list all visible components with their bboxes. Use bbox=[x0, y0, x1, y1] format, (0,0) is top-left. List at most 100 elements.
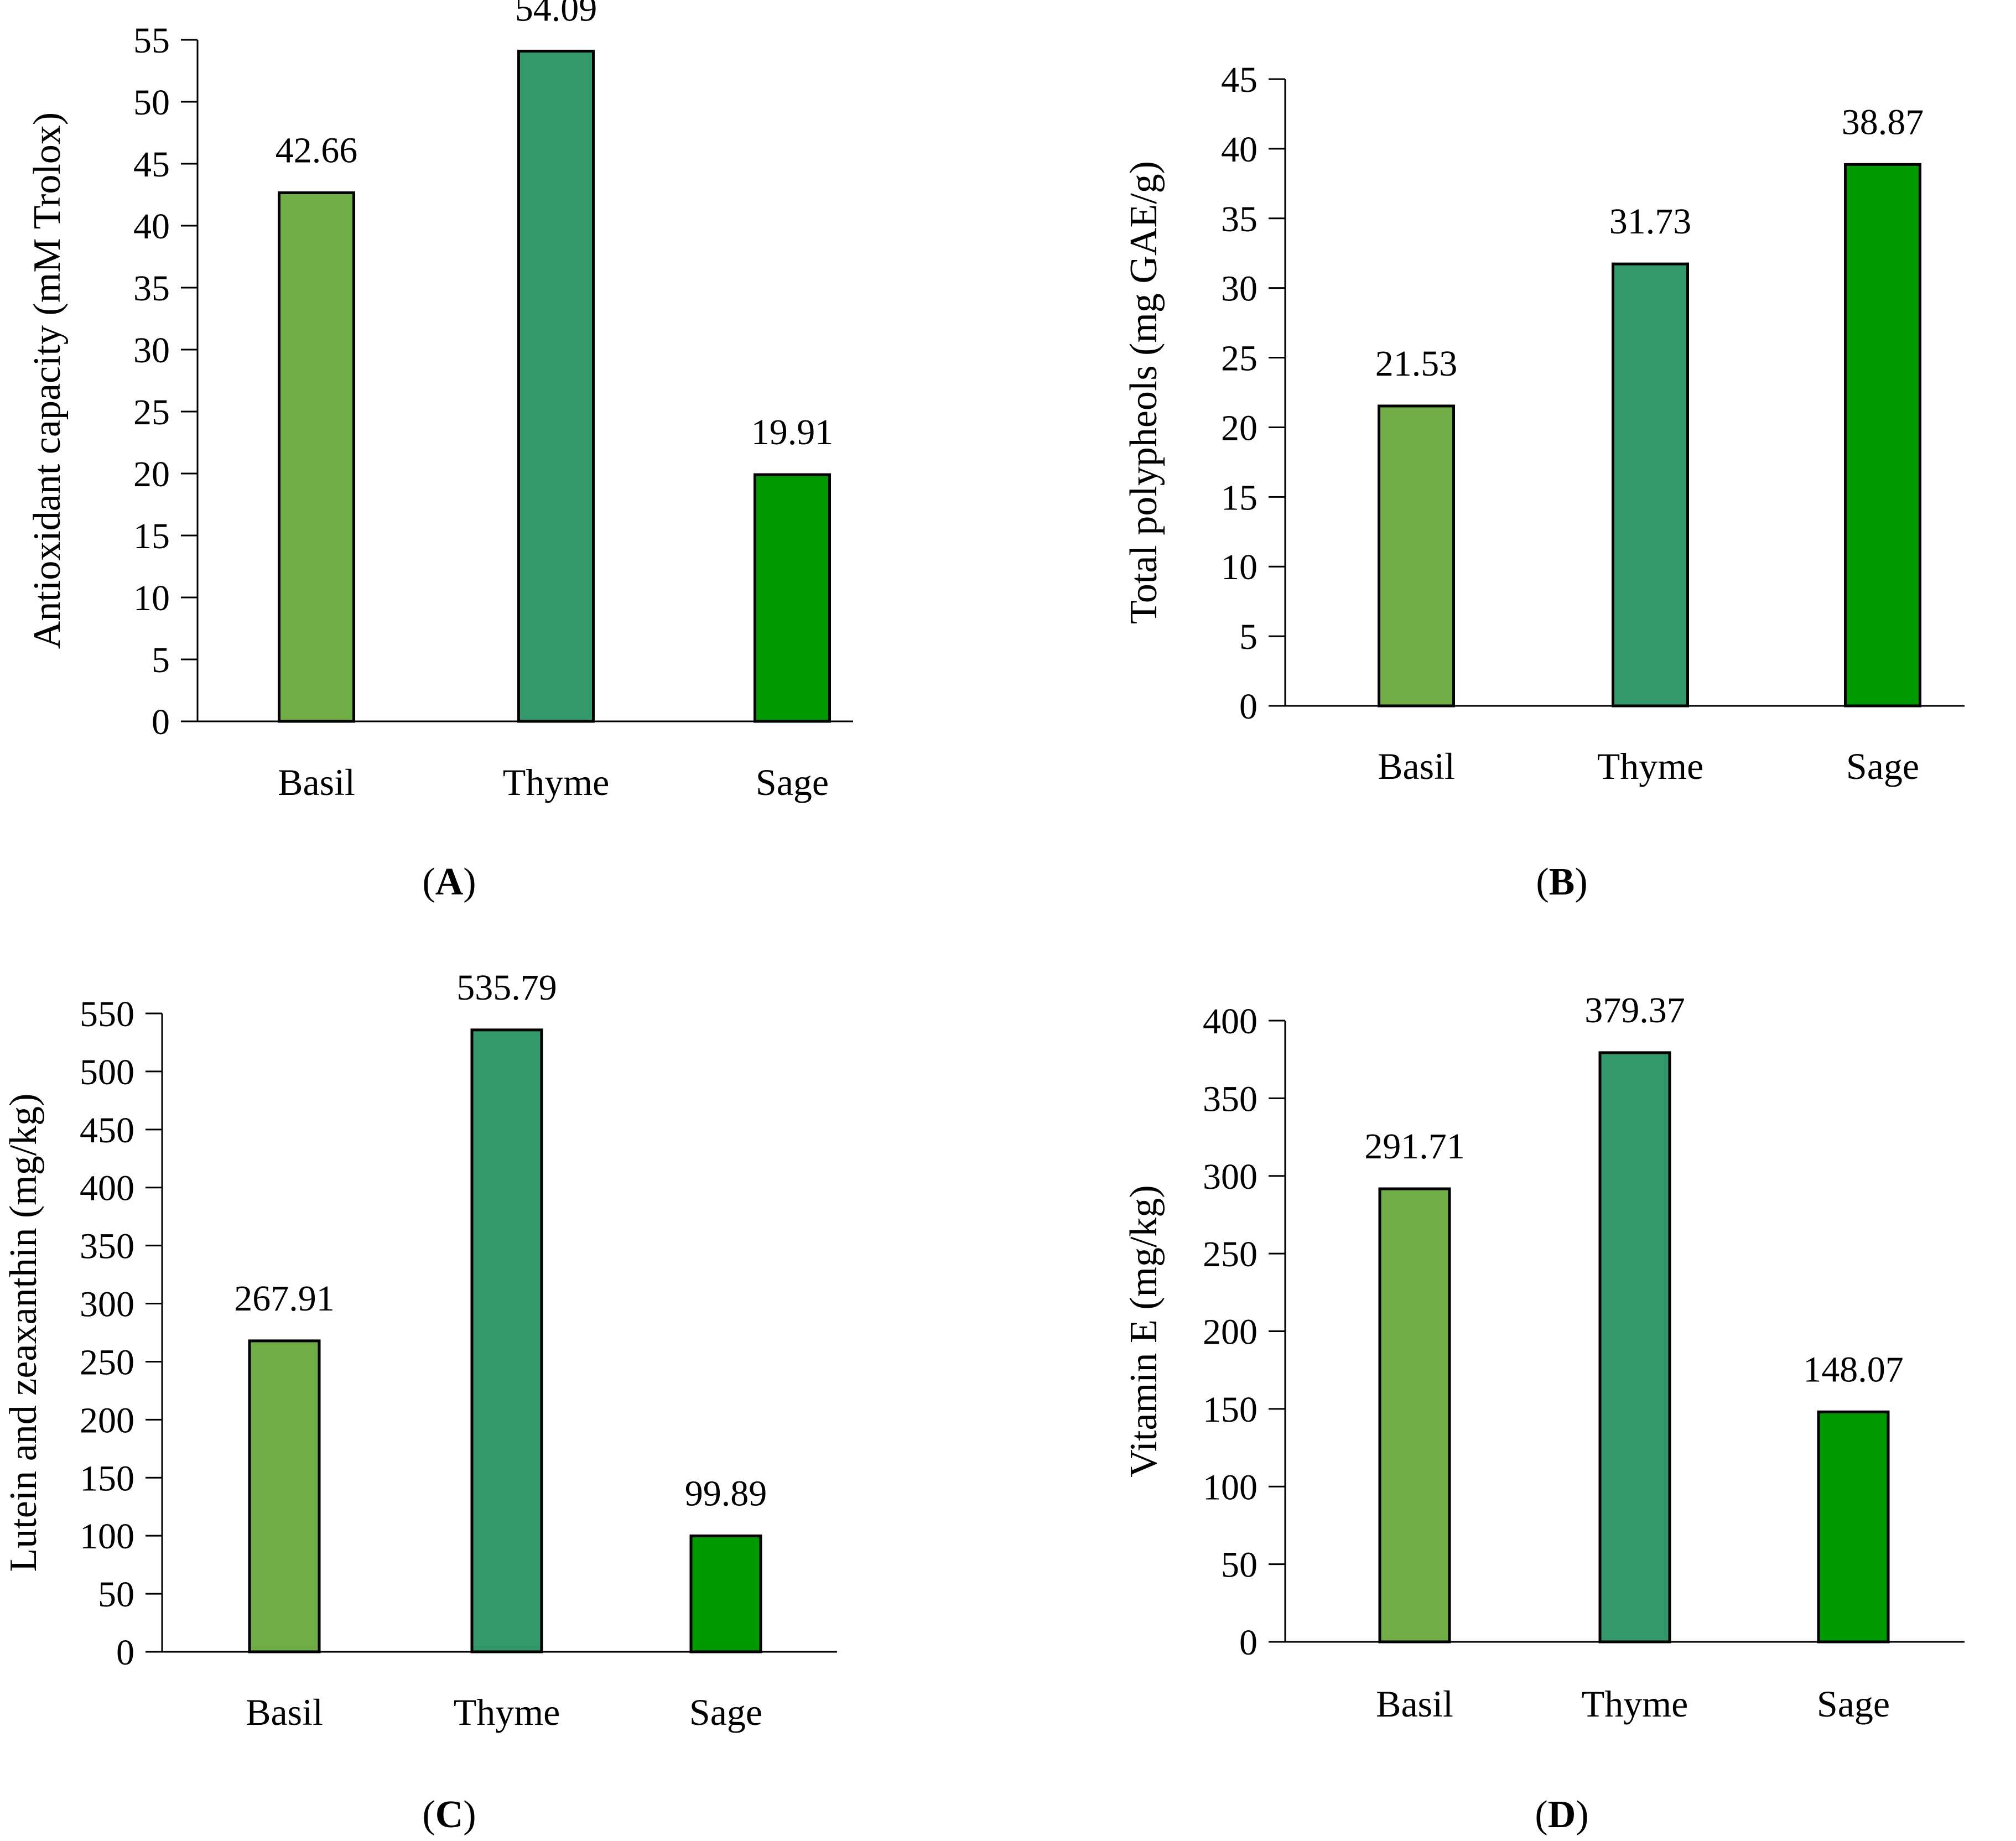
panel-b-value-label-basil: 21.53 bbox=[1375, 344, 1458, 384]
panel-b-caption-letter: B bbox=[1549, 861, 1575, 903]
panel-b-y-tick-label: 30 bbox=[1221, 269, 1258, 309]
panel-d-y-tick-label: 100 bbox=[1203, 1467, 1258, 1507]
panel-b: 0 5 10 15 20 25 30 35 40 45 21.53 31.73 38.87 Basil… bbox=[1123, 60, 1965, 903]
panel-c-bar-sage bbox=[689, 1534, 762, 1653]
panel-d-value-label-basil: 291.71 bbox=[1364, 1126, 1465, 1167]
panel-b-bar-basil bbox=[1378, 404, 1455, 708]
panel-a-y-tick-label: 20 bbox=[133, 454, 170, 495]
panel-d-caption-open: ( bbox=[1535, 1793, 1547, 1836]
panel-c-y-tick-label: 550 bbox=[80, 994, 134, 1034]
panel-c-y-tick-label: 500 bbox=[80, 1052, 134, 1093]
panel-d-category-labels: Basil Thyme Sage bbox=[1376, 1683, 1890, 1725]
panel-a-bars bbox=[278, 49, 831, 723]
panel-c-caption-letter: C bbox=[435, 1793, 464, 1836]
panel-a-y-tick-label: 30 bbox=[133, 330, 170, 371]
panel-d-y-tick-label: 0 bbox=[1239, 1622, 1258, 1663]
panel-b-y-tick-label: 35 bbox=[1221, 199, 1258, 240]
panel-c-y-axis-title: Lutein and zeaxanthin (mg/kg) bbox=[2, 1094, 45, 1572]
panel-a-y-tick-label: 15 bbox=[133, 516, 170, 557]
panel-c-y-ticks: 0 50 100 150 200 250 300 350 400 450 500 550 bbox=[80, 994, 162, 1673]
panel-d-value-label-sage: 148.07 bbox=[1803, 1349, 1904, 1390]
panel-a-y-tick-label: 0 bbox=[152, 702, 170, 742]
panel-d-y-tick-label: 200 bbox=[1203, 1312, 1258, 1353]
panel-c-y-tick-label: 200 bbox=[80, 1400, 134, 1440]
panel-a-y-tick-label: 45 bbox=[133, 144, 170, 185]
panel-b-value-labels: 21.53 31.73 38.87 bbox=[1375, 102, 1924, 384]
panel-c-y-tick-label: 400 bbox=[80, 1168, 134, 1209]
panel-a-y-tick-label: 25 bbox=[133, 392, 170, 433]
panel-a-caption-letter: A bbox=[435, 861, 464, 903]
panel-a-caption-open: ( bbox=[422, 861, 435, 903]
panel-b-y-tick-label: 40 bbox=[1221, 129, 1258, 170]
panel-d-y-tick-label: 150 bbox=[1203, 1390, 1258, 1430]
panel-b-y-tick-label: 20 bbox=[1221, 408, 1258, 448]
panel-a-y-tick-label: 10 bbox=[133, 578, 170, 618]
panel-d-category-label-thyme: Thyme bbox=[1582, 1683, 1688, 1725]
panel-b-caption-close: ) bbox=[1575, 861, 1587, 903]
panel-c-category-label-thyme: Thyme bbox=[454, 1691, 560, 1733]
panel-c-y-tick-label: 250 bbox=[80, 1342, 134, 1382]
panel-b-y-tick-label: 5 bbox=[1239, 617, 1258, 657]
panel-a-value-labels: 42.66 54.09 19.91 bbox=[276, 0, 834, 453]
panel-c-value-label-thyme: 535.79 bbox=[456, 968, 557, 1008]
panel-d-y-tick-label: 300 bbox=[1203, 1157, 1258, 1197]
panel-c-caption-close: ) bbox=[463, 1793, 476, 1836]
panel-b-y-tick-label: 45 bbox=[1221, 60, 1258, 100]
panel-b-category-label-sage: Sage bbox=[1846, 745, 1919, 787]
panel-d-y-tick-label: 350 bbox=[1203, 1079, 1258, 1119]
panel-b-category-label-basil: Basil bbox=[1378, 745, 1455, 787]
panel-b-y-tick-label: 15 bbox=[1221, 477, 1258, 518]
panel-d-bar-thyme bbox=[1598, 1051, 1671, 1644]
panel-c-y-tick-label: 0 bbox=[116, 1632, 134, 1673]
panel-c-category-label-sage: Sage bbox=[689, 1691, 762, 1733]
panel-b-bar-thyme bbox=[1612, 262, 1689, 708]
panel-b-category-labels: Basil Thyme Sage bbox=[1378, 745, 1919, 787]
panel-a-caption: (A) bbox=[422, 861, 476, 903]
panel-a-y-tick-label: 5 bbox=[152, 640, 170, 680]
panel-c-y-tick-label: 150 bbox=[80, 1458, 134, 1499]
panel-d-value-label-thyme: 379.37 bbox=[1584, 990, 1685, 1031]
panel-d-caption-letter: D bbox=[1548, 1793, 1576, 1836]
panel-d-category-label-basil: Basil bbox=[1376, 1683, 1453, 1725]
panel-d: 0 50 100 150 200 250 300 350 400 291.71 379.37 148… bbox=[1123, 990, 1965, 1836]
panel-a-value-label-basil: 42.66 bbox=[276, 130, 358, 170]
panel-b-y-tick-label: 0 bbox=[1239, 687, 1258, 727]
panel-c-value-label-basil: 267.91 bbox=[234, 1278, 335, 1319]
panel-d-y-tick-label: 50 bbox=[1221, 1545, 1258, 1585]
panel-c-bar-thyme bbox=[470, 1028, 543, 1653]
panel-d-y-ticks: 0 50 100 150 200 250 300 350 400 bbox=[1203, 1001, 1285, 1663]
panel-c-caption-open: ( bbox=[422, 1793, 435, 1836]
panel-d-category-label-sage: Sage bbox=[1817, 1683, 1890, 1725]
panel-b-category-label-thyme: Thyme bbox=[1597, 745, 1704, 787]
panel-b-y-tick-label: 25 bbox=[1221, 339, 1258, 379]
panel-c-y-tick-label: 300 bbox=[80, 1284, 134, 1325]
panel-d-y-axis-title: Vitamin E (mg/kg) bbox=[1123, 1185, 1165, 1478]
panel-a: 0 5 10 15 20 25 30 35 40 45 50 55 42.66 54.09 19.91 B… bbox=[26, 0, 853, 903]
panel-b-caption-open: ( bbox=[1536, 861, 1549, 903]
panel-b-bars bbox=[1378, 163, 1921, 708]
panel-b-y-tick-label: 10 bbox=[1221, 547, 1258, 587]
panel-c-caption: (C) bbox=[422, 1793, 476, 1836]
panel-a-category-labels: Basil Thyme Sage bbox=[278, 761, 829, 803]
panel-b-value-label-sage: 38.87 bbox=[1842, 102, 1924, 142]
panel-b-y-ticks: 0 5 10 15 20 25 30 35 40 45 bbox=[1221, 60, 1285, 727]
panel-b-value-label-thyme: 31.73 bbox=[1609, 201, 1692, 242]
panel-c-value-labels: 267.91 535.79 99.89 bbox=[234, 968, 767, 1514]
panel-c-y-tick-label: 100 bbox=[80, 1516, 134, 1557]
panel-d-caption: (D) bbox=[1535, 1793, 1588, 1836]
panel-a-category-label-thyme: Thyme bbox=[503, 761, 610, 803]
panel-c-y-tick-label: 450 bbox=[80, 1110, 134, 1151]
panel-d-y-tick-label: 250 bbox=[1203, 1234, 1258, 1275]
panel-a-category-label-sage: Sage bbox=[756, 761, 829, 803]
panel-a-value-label-sage: 19.91 bbox=[751, 412, 834, 453]
panel-a-bar-sage bbox=[754, 473, 831, 723]
panel-a-y-tick-label: 55 bbox=[133, 20, 170, 61]
panel-d-bar-basil bbox=[1378, 1187, 1451, 1644]
panel-c-category-labels: Basil Thyme Sage bbox=[246, 1691, 762, 1733]
panel-c: 0 50 100 150 200 250 300 350 400 450 500 550 267.91… bbox=[2, 968, 837, 1836]
panel-a-y-ticks: 0 5 10 15 20 25 30 35 40 45 50 55 bbox=[133, 20, 198, 742]
panel-a-y-tick-label: 40 bbox=[133, 206, 170, 247]
panel-a-y-tick-label: 50 bbox=[133, 82, 170, 123]
panel-c-y-tick-label: 350 bbox=[80, 1226, 134, 1267]
